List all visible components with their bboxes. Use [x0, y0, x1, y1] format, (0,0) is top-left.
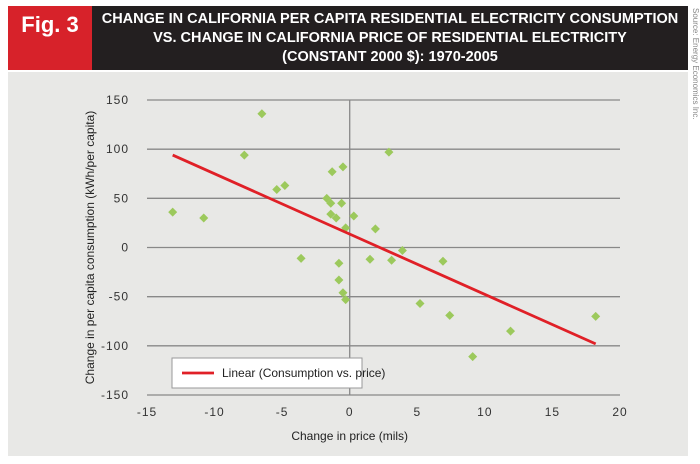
legend-label: Linear (Consumption vs. price) — [222, 366, 385, 380]
data-point — [331, 213, 341, 223]
x-tick-label: 20 — [612, 405, 627, 419]
data-point — [438, 256, 448, 266]
data-point — [326, 209, 336, 219]
data-point — [338, 288, 348, 298]
chart-panel — [8, 72, 688, 456]
data-point — [199, 213, 209, 223]
data-point — [341, 295, 351, 305]
title-line: vs. Change in California Price of Reside… — [153, 30, 627, 46]
y-tick-label: -100 — [101, 339, 129, 353]
x-tick-label: 10 — [477, 405, 492, 419]
data-point — [387, 255, 397, 265]
y-tick-label: -50 — [109, 290, 129, 304]
data-point — [168, 207, 178, 217]
x-tick-label: 5 — [413, 405, 421, 419]
x-tick-label: 0 — [346, 405, 354, 419]
source-note: Source: Energy Economics Inc. — [691, 8, 700, 120]
data-point — [445, 310, 455, 320]
data-point — [296, 253, 306, 263]
data-point — [591, 311, 601, 321]
chart-title: Change in California Per Capita Resident… — [92, 6, 688, 70]
x-axis-label: Change in price (mils) — [291, 429, 408, 443]
data-point — [338, 162, 348, 172]
data-point — [257, 109, 267, 119]
data-point — [280, 181, 290, 191]
data-point — [365, 254, 375, 264]
y-tick-label: 150 — [106, 93, 129, 107]
x-tick-label: -15 — [137, 405, 157, 419]
figure-label: Fig. 3 — [8, 6, 92, 70]
title-line: (constant 2000 $): 1970-2005 — [282, 49, 498, 65]
y-tick-label: 0 — [121, 241, 129, 255]
data-point — [384, 147, 394, 157]
data-point — [370, 224, 380, 234]
data-point — [397, 245, 407, 255]
data-point — [415, 299, 425, 309]
data-point — [506, 326, 516, 336]
y-axis-label: Change in per capita consumption (kWh/pe… — [83, 111, 97, 384]
data-point — [468, 352, 478, 362]
data-point — [334, 275, 344, 285]
data-point — [337, 198, 347, 208]
data-point — [349, 211, 359, 221]
y-tick-label: 50 — [114, 191, 129, 205]
data-point — [239, 150, 249, 160]
y-tick-label: 100 — [106, 142, 129, 156]
y-tick-label: -150 — [101, 388, 129, 402]
title-line: Change in California Per Capita Resident… — [101, 11, 679, 27]
x-tick-label: 15 — [545, 405, 560, 419]
data-point — [327, 167, 337, 177]
trendline — [172, 153, 597, 346]
x-tick-label: -10 — [204, 405, 224, 419]
x-tick-label: -5 — [276, 405, 289, 419]
data-point — [334, 258, 344, 268]
data-point — [272, 184, 282, 194]
data-point — [326, 198, 336, 208]
